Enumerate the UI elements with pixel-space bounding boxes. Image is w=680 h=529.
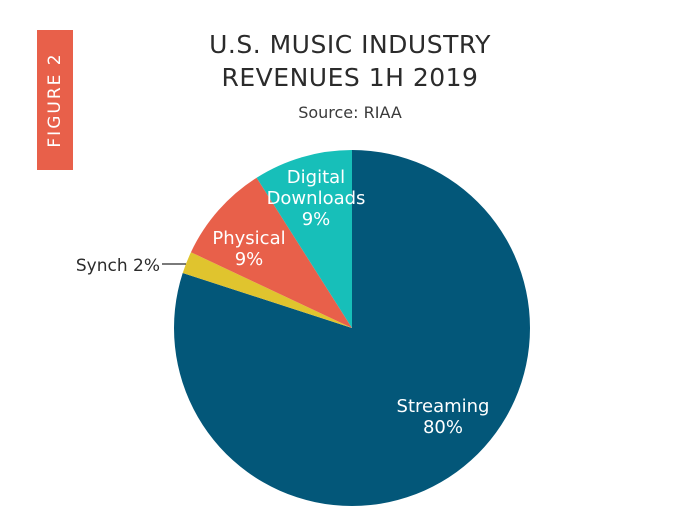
slice-label-digital-downloads-name-0: Digital bbox=[287, 167, 345, 188]
slice-label-streaming-name: Streaming bbox=[397, 396, 490, 417]
pie-slice-digital-downloads bbox=[256, 150, 352, 328]
pie-slice-streaming bbox=[173, 150, 530, 506]
slice-label-digital-downloads-name-1: Downloads bbox=[267, 188, 366, 209]
chart-subtitle: Source: RIAA bbox=[298, 103, 402, 122]
slice-label-physical-value: 9% bbox=[235, 249, 264, 270]
chart-title-line-1: U.S. MUSIC INDUSTRY bbox=[209, 30, 491, 59]
pie-slice-synch bbox=[182, 252, 352, 328]
figure-label-tab: FIGURE 2 bbox=[37, 30, 73, 170]
slice-label-streaming-value: 80% bbox=[423, 417, 463, 438]
slice-label-physical-name: Physical bbox=[212, 228, 285, 249]
chart-title-line-2: REVENUES 1H 2019 bbox=[221, 63, 479, 92]
slice-label-digital-downloads-value: 9% bbox=[302, 209, 331, 230]
pie-slice-physical bbox=[190, 177, 352, 328]
slice-label-synch: Synch 2% bbox=[76, 256, 160, 276]
